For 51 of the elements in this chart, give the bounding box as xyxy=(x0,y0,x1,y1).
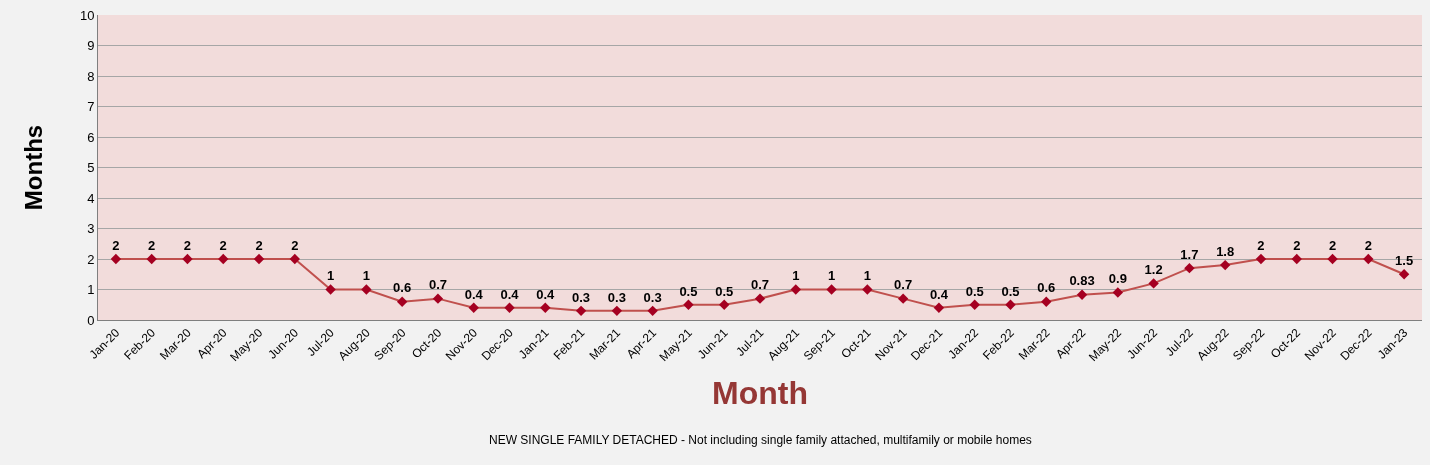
data-label: 1.8 xyxy=(1216,243,1235,259)
y-tick-label: 4 xyxy=(87,190,95,206)
data-label: 2 xyxy=(1328,237,1337,253)
data-label: 0.3 xyxy=(572,289,591,305)
data-label: 2 xyxy=(183,237,192,253)
data-label: 0.6 xyxy=(1037,280,1056,296)
y-tick-label: 8 xyxy=(87,68,95,84)
data-label: 1 xyxy=(362,268,370,284)
data-label: 1.7 xyxy=(1180,246,1199,262)
data-label: 0.4 xyxy=(929,286,949,302)
x-axis-title: Month xyxy=(712,374,808,411)
data-label: 1 xyxy=(827,268,836,284)
y-tick-label: 3 xyxy=(87,221,95,237)
data-label: 2 xyxy=(1364,237,1372,253)
data-label: 0.9 xyxy=(1108,271,1127,287)
y-tick-label: 0 xyxy=(87,312,95,328)
y-tick-label: 6 xyxy=(87,129,95,145)
data-label: 2 xyxy=(291,237,299,253)
data-label: 0.5 xyxy=(1001,283,1020,299)
y-tick-label: 1 xyxy=(87,282,95,298)
data-label: 1.5 xyxy=(1395,253,1414,268)
y-tick-label: 7 xyxy=(87,99,95,115)
data-label: 1 xyxy=(326,268,335,284)
data-label: 0.3 xyxy=(607,289,626,305)
data-label: 0.3 xyxy=(643,289,662,305)
data-label: 0.7 xyxy=(750,277,770,293)
data-label: 0.83 xyxy=(1069,273,1095,289)
data-label: 1 xyxy=(863,268,871,284)
data-label: 1 xyxy=(792,268,800,284)
data-label: 0.5 xyxy=(679,283,698,299)
data-label: 2 xyxy=(112,237,120,253)
data-label: 2 xyxy=(219,237,227,253)
data-label: 0.4 xyxy=(464,286,484,302)
data-label: 0.6 xyxy=(393,280,412,296)
data-label: 1.2 xyxy=(1144,262,1163,278)
data-label: 0.5 xyxy=(715,283,734,299)
y-axis-title: Months xyxy=(20,124,48,211)
data-label: 2 xyxy=(1257,237,1265,253)
data-label: 0.7 xyxy=(894,277,913,293)
y-tick-label: 2 xyxy=(87,251,95,267)
data-label: 2 xyxy=(1293,237,1301,253)
y-tick-label: 9 xyxy=(87,38,95,54)
data-label: 0.4 xyxy=(536,286,556,302)
data-label: 0.7 xyxy=(428,277,447,293)
data-label: 0.5 xyxy=(965,283,984,299)
y-tick-label: 10 xyxy=(79,7,95,23)
text: NEW SINGLE FAMILY DETACHED - Not including single family attached, multifamily or mobile homes xyxy=(489,433,1032,447)
y-tick-label: 5 xyxy=(87,160,95,176)
data-label: 2 xyxy=(255,237,263,253)
data-label: 2 xyxy=(148,237,156,253)
data-label: 0.4 xyxy=(500,286,520,302)
